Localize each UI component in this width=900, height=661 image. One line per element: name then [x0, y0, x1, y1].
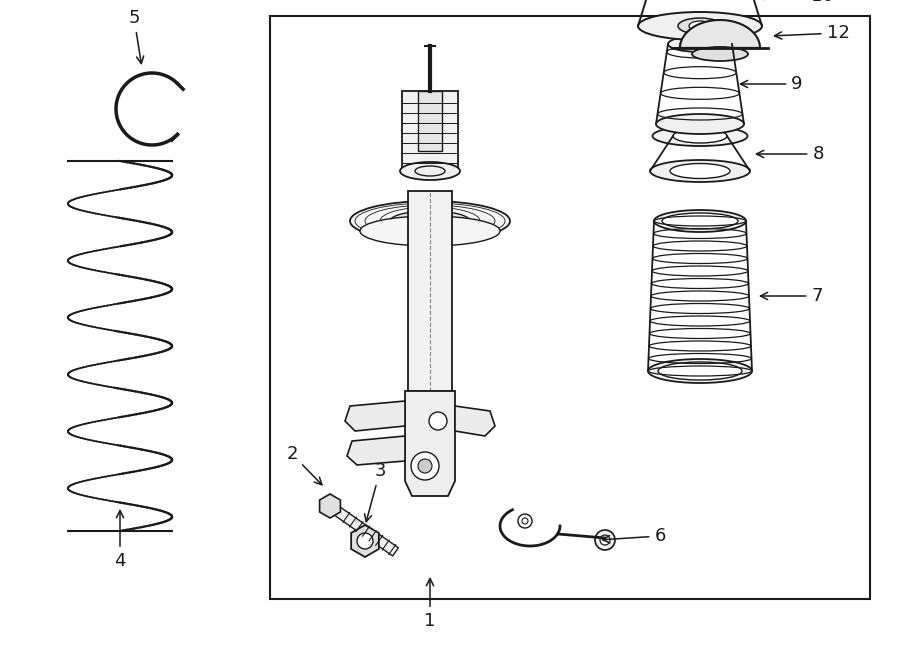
Circle shape: [357, 533, 373, 549]
Ellipse shape: [689, 21, 711, 31]
Ellipse shape: [670, 163, 730, 178]
Polygon shape: [405, 391, 455, 496]
Ellipse shape: [682, 131, 718, 141]
Circle shape: [429, 412, 447, 430]
Ellipse shape: [652, 126, 748, 146]
Ellipse shape: [673, 128, 727, 143]
Ellipse shape: [648, 359, 752, 383]
Ellipse shape: [650, 160, 750, 182]
Text: 9: 9: [741, 75, 803, 93]
Polygon shape: [320, 494, 340, 518]
Text: 8: 8: [757, 145, 824, 163]
Ellipse shape: [678, 18, 722, 34]
Ellipse shape: [360, 216, 500, 246]
Circle shape: [518, 514, 532, 528]
Ellipse shape: [390, 211, 470, 231]
Ellipse shape: [400, 162, 460, 180]
Ellipse shape: [638, 12, 762, 40]
Text: 10: 10: [757, 0, 834, 5]
Bar: [402, 91, 458, 171]
Circle shape: [595, 530, 615, 550]
Bar: [418, 91, 442, 151]
Text: 7: 7: [760, 287, 823, 305]
Ellipse shape: [662, 213, 738, 229]
Text: 1: 1: [424, 578, 436, 630]
Circle shape: [411, 452, 439, 480]
Ellipse shape: [658, 362, 742, 380]
Text: 5: 5: [128, 9, 144, 63]
Ellipse shape: [350, 201, 510, 241]
Ellipse shape: [692, 47, 748, 61]
Circle shape: [600, 535, 610, 545]
Ellipse shape: [668, 36, 732, 52]
Polygon shape: [327, 502, 399, 556]
Polygon shape: [345, 401, 405, 431]
Bar: [270, 16, 870, 599]
Ellipse shape: [654, 210, 746, 232]
Ellipse shape: [673, 129, 727, 143]
Circle shape: [418, 459, 432, 473]
Bar: [408, 191, 452, 391]
Text: 4: 4: [114, 510, 126, 570]
Polygon shape: [455, 406, 495, 436]
Polygon shape: [351, 525, 379, 557]
Text: 6: 6: [602, 527, 666, 545]
Polygon shape: [680, 20, 760, 48]
Text: 12: 12: [775, 24, 850, 42]
Text: 3: 3: [364, 462, 386, 522]
Polygon shape: [347, 436, 405, 465]
Ellipse shape: [656, 114, 744, 134]
Text: 2: 2: [286, 445, 322, 485]
Ellipse shape: [680, 39, 720, 49]
